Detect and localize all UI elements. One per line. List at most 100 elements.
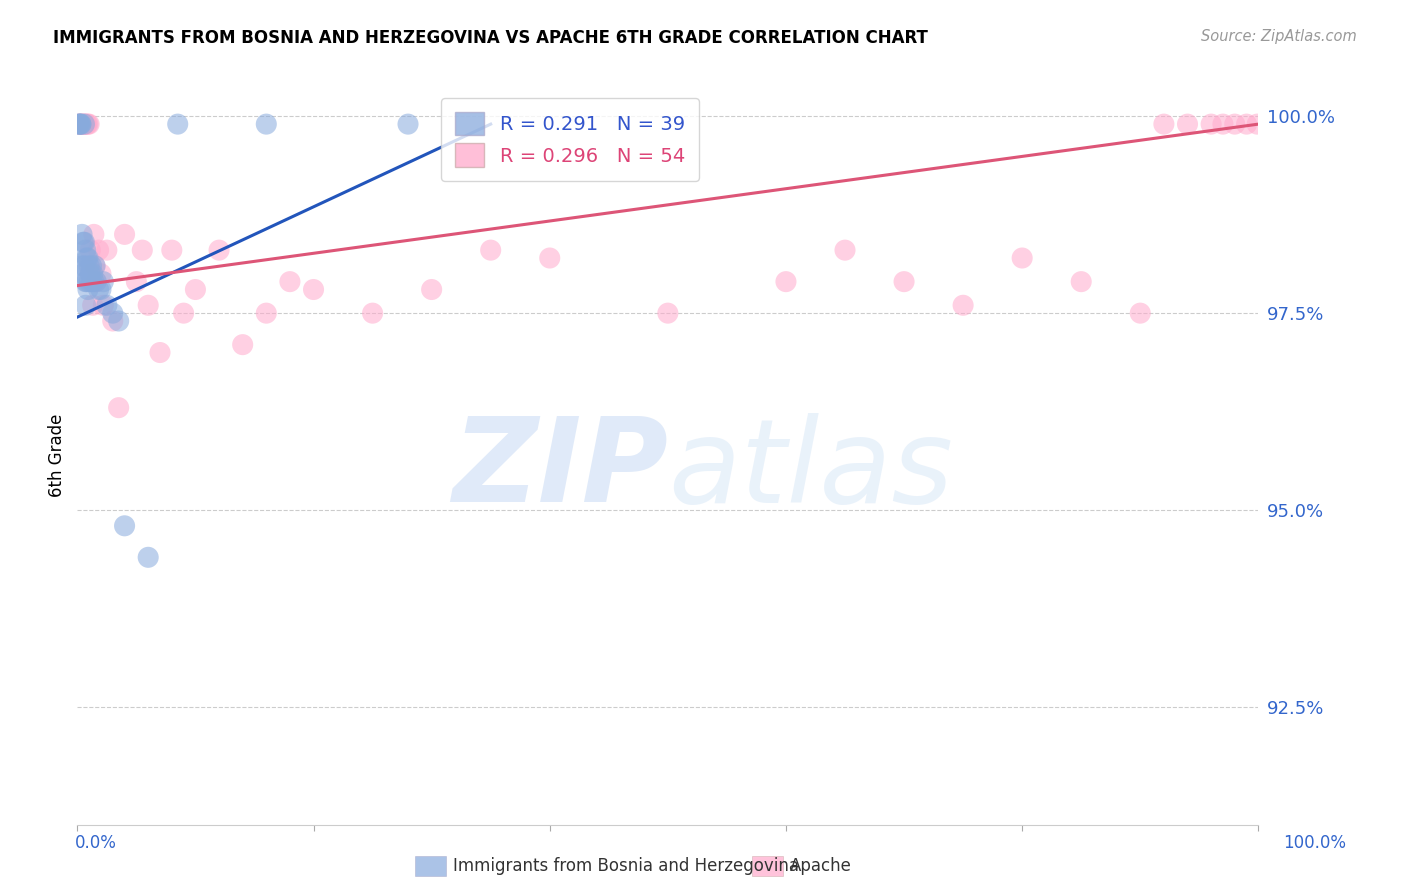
Point bbox=[361, 306, 384, 320]
Point bbox=[70, 259, 93, 273]
Point bbox=[87, 283, 110, 297]
Point bbox=[1223, 117, 1246, 131]
Point bbox=[77, 117, 100, 131]
Point bbox=[69, 117, 91, 131]
Point bbox=[538, 251, 561, 265]
Point bbox=[67, 117, 90, 131]
Point bbox=[302, 283, 325, 297]
Point bbox=[232, 337, 254, 351]
Point bbox=[1212, 117, 1234, 131]
Point bbox=[77, 251, 100, 265]
Point bbox=[84, 259, 107, 273]
Point bbox=[278, 275, 301, 289]
Point bbox=[952, 298, 974, 312]
Point bbox=[114, 518, 136, 533]
Point bbox=[73, 235, 96, 250]
Point bbox=[125, 275, 148, 289]
Point bbox=[91, 275, 114, 289]
Text: Immigrants from Bosnia and Herzegovina: Immigrants from Bosnia and Herzegovina bbox=[453, 857, 799, 875]
Point bbox=[70, 117, 93, 131]
Text: 100.0%: 100.0% bbox=[1284, 834, 1346, 852]
Point bbox=[160, 243, 183, 257]
Point bbox=[70, 117, 93, 131]
Point bbox=[91, 298, 114, 312]
Point bbox=[67, 117, 90, 131]
Point bbox=[254, 117, 277, 131]
Point bbox=[70, 227, 93, 242]
Point bbox=[149, 345, 172, 359]
Text: Source: ZipAtlas.com: Source: ZipAtlas.com bbox=[1201, 29, 1357, 44]
Point bbox=[173, 306, 195, 320]
Point bbox=[76, 117, 98, 131]
Point bbox=[775, 275, 797, 289]
Point bbox=[90, 267, 112, 281]
Point bbox=[73, 117, 96, 131]
Point bbox=[101, 314, 124, 328]
Point bbox=[87, 243, 110, 257]
Point bbox=[1199, 117, 1222, 131]
Point bbox=[107, 314, 129, 328]
Point bbox=[77, 283, 100, 297]
Point bbox=[72, 267, 94, 281]
Point bbox=[107, 401, 129, 415]
Point bbox=[80, 275, 103, 289]
Point bbox=[77, 117, 100, 131]
Point bbox=[1236, 117, 1258, 131]
Point bbox=[82, 298, 104, 312]
Point bbox=[101, 306, 124, 320]
Text: IMMIGRANTS FROM BOSNIA AND HERZEGOVINA VS APACHE 6TH GRADE CORRELATION CHART: IMMIGRANTS FROM BOSNIA AND HERZEGOVINA V… bbox=[53, 29, 928, 46]
Point bbox=[420, 283, 443, 297]
Point bbox=[84, 275, 107, 289]
Text: ZIP: ZIP bbox=[451, 412, 668, 527]
Point bbox=[70, 117, 93, 131]
Point bbox=[73, 259, 96, 273]
Point bbox=[83, 275, 105, 289]
Point bbox=[396, 117, 419, 131]
Point bbox=[136, 298, 159, 312]
Point bbox=[184, 283, 207, 297]
Point bbox=[82, 267, 104, 281]
Point bbox=[96, 298, 118, 312]
Point bbox=[1153, 117, 1175, 131]
Point bbox=[136, 550, 159, 565]
Point bbox=[83, 227, 105, 242]
Point bbox=[96, 243, 118, 257]
Text: 0.0%: 0.0% bbox=[75, 834, 117, 852]
Point bbox=[73, 117, 96, 131]
Point bbox=[479, 243, 502, 257]
Point bbox=[69, 117, 91, 131]
Point bbox=[75, 298, 97, 312]
Y-axis label: 6th Grade: 6th Grade bbox=[48, 413, 66, 497]
Point bbox=[80, 267, 103, 281]
Point bbox=[84, 259, 107, 273]
Point bbox=[76, 251, 98, 265]
Point bbox=[1129, 306, 1152, 320]
Point bbox=[657, 306, 679, 320]
Point bbox=[77, 275, 100, 289]
Legend: R = 0.291   N = 39, R = 0.296   N = 54: R = 0.291 N = 39, R = 0.296 N = 54 bbox=[441, 98, 699, 180]
Point bbox=[79, 267, 101, 281]
Point bbox=[1070, 275, 1092, 289]
Point bbox=[72, 235, 94, 250]
Point bbox=[1246, 117, 1268, 131]
Point bbox=[72, 117, 94, 131]
Point bbox=[1177, 117, 1199, 131]
Point bbox=[70, 117, 93, 131]
Point bbox=[1011, 251, 1033, 265]
Text: atlas: atlas bbox=[668, 413, 953, 527]
Point bbox=[166, 117, 188, 131]
Point bbox=[80, 259, 103, 273]
Point bbox=[114, 227, 136, 242]
Point bbox=[131, 243, 153, 257]
Point bbox=[76, 275, 98, 289]
Point bbox=[90, 283, 112, 297]
Point bbox=[208, 243, 231, 257]
Point bbox=[79, 243, 101, 257]
Point bbox=[75, 275, 97, 289]
Point bbox=[893, 275, 915, 289]
Point bbox=[75, 117, 97, 131]
Point bbox=[69, 117, 91, 131]
Point bbox=[75, 243, 97, 257]
Point bbox=[254, 306, 277, 320]
Text: Apache: Apache bbox=[790, 857, 852, 875]
